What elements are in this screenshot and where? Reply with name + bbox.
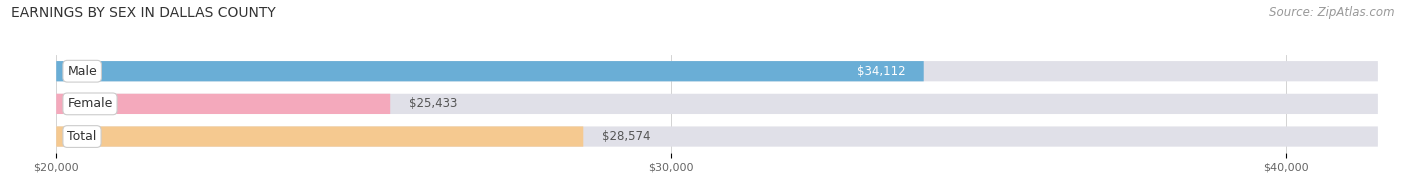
FancyBboxPatch shape (56, 94, 1378, 114)
FancyBboxPatch shape (56, 126, 583, 147)
Text: Total: Total (67, 130, 97, 143)
Text: Female: Female (67, 97, 112, 110)
Text: EARNINGS BY SEX IN DALLAS COUNTY: EARNINGS BY SEX IN DALLAS COUNTY (11, 6, 276, 20)
FancyBboxPatch shape (56, 61, 1378, 81)
Text: $25,433: $25,433 (409, 97, 457, 110)
FancyBboxPatch shape (56, 61, 924, 81)
Text: Male: Male (67, 65, 97, 78)
FancyBboxPatch shape (56, 94, 391, 114)
FancyBboxPatch shape (56, 126, 1378, 147)
Text: Source: ZipAtlas.com: Source: ZipAtlas.com (1270, 6, 1395, 19)
Text: $28,574: $28,574 (602, 130, 650, 143)
Text: $34,112: $34,112 (856, 65, 905, 78)
